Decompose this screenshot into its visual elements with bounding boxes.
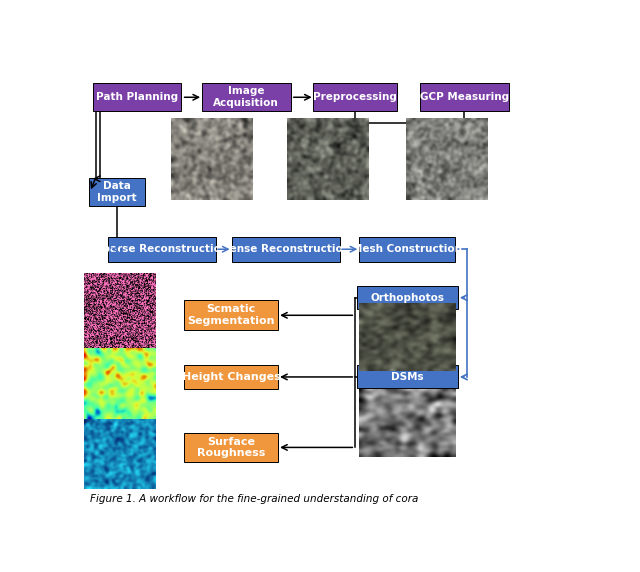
Text: Surface
Roughness: Surface Roughness [197, 436, 266, 458]
FancyBboxPatch shape [202, 83, 291, 112]
Text: Figure 1. A workflow for the fine-grained understanding of cora: Figure 1. A workflow for the fine-graine… [90, 494, 419, 504]
FancyBboxPatch shape [232, 237, 340, 261]
Text: GCP Measuring: GCP Measuring [420, 92, 509, 102]
FancyBboxPatch shape [184, 300, 278, 331]
FancyBboxPatch shape [314, 83, 397, 112]
Text: Data
Import: Data Import [97, 181, 137, 202]
Text: Scmatic
Segmentation: Scmatic Segmentation [188, 304, 275, 326]
Text: Image
Acquisition: Image Acquisition [213, 86, 279, 108]
FancyBboxPatch shape [184, 364, 278, 390]
FancyBboxPatch shape [93, 83, 181, 112]
FancyBboxPatch shape [89, 178, 145, 206]
Text: Sparse Reconstruction: Sparse Reconstruction [95, 244, 228, 254]
Text: Preprocessing: Preprocessing [314, 92, 397, 102]
FancyBboxPatch shape [356, 286, 458, 309]
FancyBboxPatch shape [108, 237, 216, 261]
FancyBboxPatch shape [359, 237, 456, 261]
FancyBboxPatch shape [420, 83, 509, 112]
Text: Orthophotos: Orthophotos [371, 293, 444, 303]
Text: Path Planning: Path Planning [96, 92, 178, 102]
Text: Mesh Construction: Mesh Construction [353, 244, 462, 254]
FancyBboxPatch shape [356, 366, 458, 388]
Text: Dense Reconstruction: Dense Reconstruction [221, 244, 351, 254]
Text: DSMs: DSMs [391, 372, 424, 382]
FancyBboxPatch shape [184, 434, 278, 462]
Text: Height Changes: Height Changes [182, 372, 281, 382]
